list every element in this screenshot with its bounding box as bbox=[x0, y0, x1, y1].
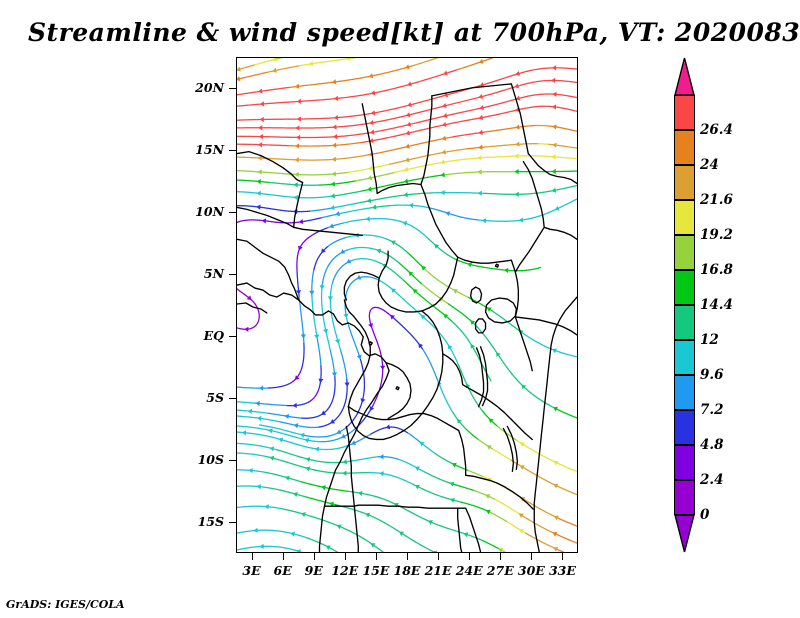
y-axis-label-20n: 20N bbox=[195, 80, 224, 95]
colorbar-swatch[interactable] bbox=[674, 165, 695, 200]
x-axis-tick bbox=[469, 553, 471, 560]
y-axis-tick bbox=[229, 274, 236, 275]
colorbar-tick-label: 12 bbox=[700, 332, 719, 348]
x-axis-tick bbox=[407, 553, 408, 560]
colorbar-under-arrow bbox=[674, 514, 695, 553]
colorbar-over-arrow bbox=[674, 57, 695, 96]
colorbar-tick-label: 26.4 bbox=[700, 122, 733, 138]
y-axis-tick bbox=[229, 88, 236, 89]
x-axis-label-30e: 30E bbox=[517, 563, 545, 578]
colorbar-swatch[interactable] bbox=[674, 480, 695, 515]
colorbar-tick-label: 2.4 bbox=[700, 472, 724, 488]
colorbar-swatch[interactable] bbox=[674, 410, 695, 445]
map-plot-area[interactable] bbox=[236, 57, 578, 553]
colorbar-swatch[interactable] bbox=[674, 305, 695, 340]
y-axis-tick bbox=[229, 398, 236, 399]
x-axis-tick bbox=[500, 553, 502, 560]
colorbar-swatch[interactable] bbox=[674, 130, 695, 165]
x-axis-tick bbox=[344, 553, 346, 560]
x-axis-label-33e: 33E bbox=[548, 563, 576, 578]
colorbar-swatch[interactable] bbox=[674, 340, 695, 375]
x-axis-label-15e: 15E bbox=[362, 563, 390, 578]
colorbar-tick-label: 21.6 bbox=[700, 192, 733, 208]
x-axis-tick bbox=[562, 553, 564, 560]
y-axis-tick bbox=[229, 522, 236, 523]
x-axis-label-27e: 27E bbox=[486, 563, 514, 578]
x-axis-label-21e: 21E bbox=[424, 563, 452, 578]
y-axis-tick bbox=[229, 336, 236, 337]
x-axis-label-24e: 24E bbox=[455, 563, 483, 578]
footer-credit: GrADS: IGES/COLA bbox=[6, 598, 125, 611]
page-title: Streamline & wind speed[kt] at 700hPa, V… bbox=[28, 18, 800, 47]
y-axis-label-10n: 10N bbox=[195, 204, 224, 219]
colorbar-tick-label: 9.6 bbox=[700, 367, 724, 383]
x-axis-tick bbox=[438, 553, 440, 560]
colorbar-swatch[interactable] bbox=[674, 375, 695, 410]
streamline-map bbox=[237, 58, 577, 552]
x-axis-tick bbox=[531, 553, 533, 560]
x-axis-label-12e: 12E bbox=[331, 563, 359, 578]
x-axis-label-18e: 18E bbox=[393, 563, 421, 578]
y-axis-label-10s: 10S bbox=[197, 452, 224, 467]
colorbar-tick-label: 16.8 bbox=[700, 262, 733, 278]
colorbar-tick-label: 0 bbox=[700, 507, 710, 523]
y-axis-label-eq: EQ bbox=[203, 328, 224, 343]
colorbar-tick-label: 24 bbox=[700, 157, 719, 173]
colorbar-tick-label: 7.2 bbox=[700, 402, 724, 418]
colorbar[interactable] bbox=[674, 57, 695, 553]
y-axis-label-15n: 15N bbox=[195, 142, 224, 157]
y-axis-label-15s: 15S bbox=[197, 514, 224, 529]
x-axis-tick bbox=[313, 553, 315, 560]
x-axis-label-3e: 3E bbox=[242, 563, 261, 578]
colorbar-swatch[interactable] bbox=[674, 270, 695, 305]
colorbar-swatch[interactable] bbox=[674, 445, 695, 480]
y-axis-tick bbox=[229, 150, 236, 151]
colorbar-tick-label: 14.4 bbox=[700, 297, 733, 313]
y-axis-tick bbox=[229, 460, 236, 461]
y-axis-label-5s: 5S bbox=[206, 390, 224, 405]
colorbar-swatch[interactable] bbox=[674, 95, 695, 130]
colorbar-tick-label: 19.2 bbox=[700, 227, 733, 243]
x-axis-tick bbox=[251, 553, 253, 560]
x-axis-label-9e: 9E bbox=[304, 563, 323, 578]
coastline-layer bbox=[237, 83, 577, 552]
colorbar-tick-label: 4.8 bbox=[700, 437, 724, 453]
colorbar-swatch[interactable] bbox=[674, 235, 695, 270]
y-axis-label-5n: 5N bbox=[203, 266, 224, 281]
x-axis-tick bbox=[282, 553, 284, 560]
colorbar-swatch[interactable] bbox=[674, 200, 695, 235]
x-axis-tick bbox=[375, 553, 377, 560]
x-axis-label-6e: 6E bbox=[273, 563, 292, 578]
y-axis-tick bbox=[229, 212, 236, 213]
